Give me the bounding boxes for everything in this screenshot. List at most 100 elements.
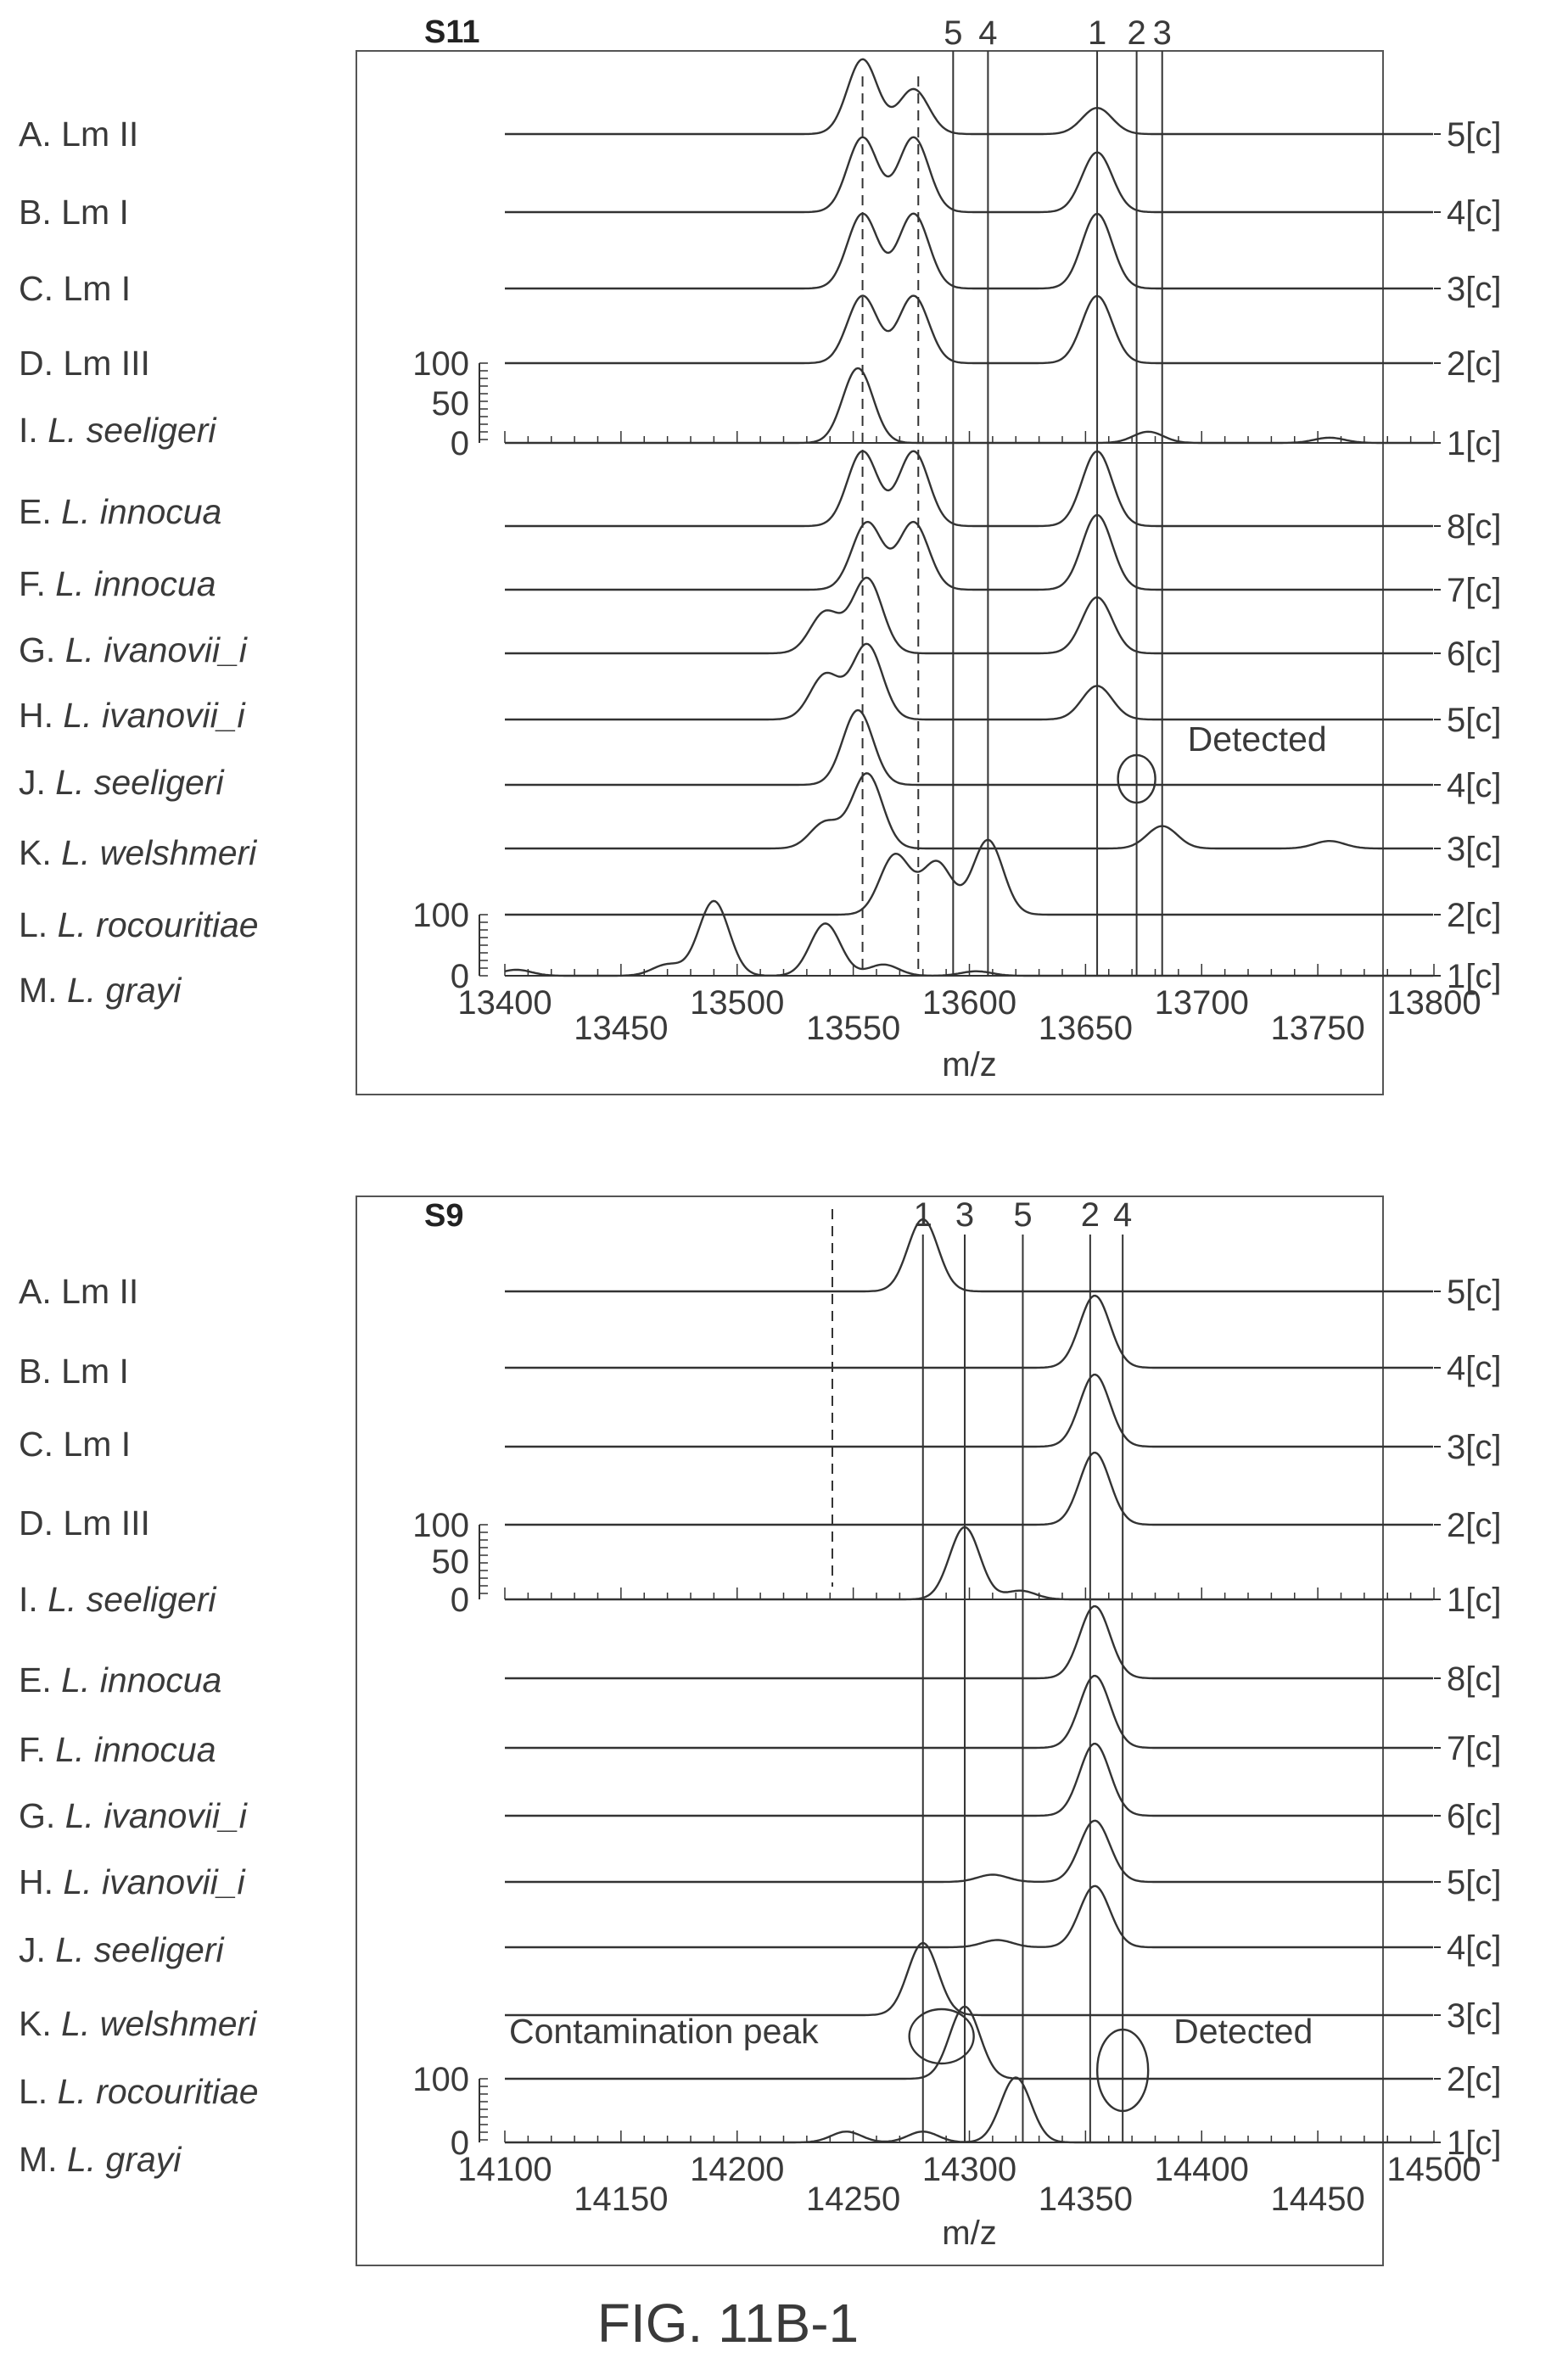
- row-label: L. L. rocouritiae: [19, 905, 259, 944]
- trace-label: 4[c]: [1447, 1350, 1501, 1387]
- row-label-name: L. innocua: [61, 1660, 221, 1699]
- row-label-name: Lm II: [61, 115, 138, 154]
- row-label-name: L. innocua: [55, 1730, 216, 1769]
- x-tick-label: 13550: [806, 1010, 900, 1047]
- trace-label: 2[c]: [1447, 897, 1501, 934]
- row-label-prefix: G.: [19, 630, 65, 669]
- row-label: G. L. ivanovii_i: [19, 1796, 249, 1835]
- trace-line: [505, 576, 1433, 655]
- trace-line: [505, 1884, 1433, 1949]
- annotation-label: Detected: [1173, 2012, 1313, 2051]
- y-tick-label: 50: [432, 1543, 470, 1581]
- row-label-prefix: M.: [19, 2140, 67, 2179]
- trace-label: 5[c]: [1447, 1274, 1501, 1311]
- trace-line: [505, 294, 1433, 365]
- row-label-prefix: D.: [19, 1503, 63, 1543]
- row-label-prefix: F.: [19, 1730, 55, 1769]
- x-tick-label: 14250: [806, 2181, 900, 2218]
- row-label-name: L. grayi: [67, 971, 182, 1010]
- row-label: J. L. seeligeri: [19, 1930, 225, 1969]
- x-tick-label: 13600: [922, 984, 1016, 1022]
- trace-label: 3[c]: [1447, 271, 1501, 308]
- annotation-circle: [908, 2007, 975, 2065]
- x-tick-label: 13650: [1039, 1010, 1133, 1047]
- trace-label: 1[c]: [1447, 425, 1501, 462]
- row-label-name: L. seeligeri: [48, 1580, 217, 1619]
- annotation-circle: [1095, 2028, 1150, 2113]
- row-label: A. Lm II: [19, 115, 138, 154]
- row-label-name: L. ivanovii_i: [63, 696, 246, 735]
- annotation-label: Contamination peak: [509, 2012, 819, 2051]
- marker-label: 5: [944, 14, 962, 52]
- x-axis-label: m/z: [942, 2215, 996, 2252]
- x-tick-label: 14200: [690, 2151, 784, 2188]
- trace-label: 2[c]: [1447, 345, 1501, 383]
- row-label: C. Lm I: [19, 1425, 131, 1464]
- row-label: D. Lm III: [19, 344, 150, 383]
- row-label-prefix: K.: [19, 2004, 61, 2043]
- x-tick-label: 13500: [690, 984, 784, 1022]
- trace-label: 4[c]: [1447, 194, 1501, 232]
- trace-label: 6[c]: [1447, 636, 1501, 673]
- y-tick-label: 100: [412, 345, 469, 383]
- row-label: I. L. seeligeri: [19, 411, 217, 450]
- trace-label: 8[c]: [1447, 1660, 1501, 1698]
- row-label: D. Lm III: [19, 1503, 150, 1543]
- trace-line: [505, 838, 1433, 916]
- trace-line: [505, 1373, 1433, 1448]
- row-label-prefix: J.: [19, 1930, 55, 1969]
- trace-label: 3[c]: [1447, 831, 1501, 868]
- marker-label: 2: [1127, 14, 1145, 52]
- row-label-prefix: E.: [19, 492, 61, 531]
- trace-line: [505, 1294, 1433, 1369]
- marker-label: 5: [1013, 1196, 1032, 1234]
- marker-label: 2: [1081, 1196, 1100, 1234]
- row-label-prefix: A.: [19, 1272, 61, 1311]
- x-tick-label: 14150: [574, 2181, 668, 2218]
- row-label-prefix: K.: [19, 833, 61, 872]
- row-label-name: L. welshmeri: [61, 833, 258, 872]
- trace-line: [505, 212, 1433, 290]
- x-axis-label: m/z: [942, 1046, 996, 1084]
- row-label-name: L. rocouritiae: [58, 2072, 259, 2111]
- marker-label: 4: [978, 14, 997, 52]
- row-label: A. Lm II: [19, 1272, 138, 1311]
- trace-label: 2[c]: [1447, 1507, 1501, 1544]
- row-label-prefix: F.: [19, 564, 55, 603]
- row-label: K. L. welshmeri: [19, 2004, 258, 2043]
- row-label-name: L. ivanovii_i: [63, 1862, 246, 1901]
- row-label: C. Lm I: [19, 269, 131, 308]
- trace-line: [505, 642, 1433, 721]
- x-tick-label: 14450: [1271, 2181, 1365, 2218]
- row-label: E. L. innocua: [19, 1660, 221, 1699]
- y-tick-label: 0: [451, 2125, 469, 2162]
- x-tick-label: 13750: [1271, 1010, 1365, 1047]
- panel-frame: [356, 1195, 1384, 2266]
- trace-line: [505, 708, 1433, 787]
- x-tick-label: 14100: [457, 2151, 552, 2188]
- y-tick-label: 50: [432, 385, 470, 423]
- row-label: M. L. grayi: [19, 2140, 182, 2179]
- row-label-prefix: H.: [19, 1862, 63, 1901]
- trace-label: 7[c]: [1447, 1730, 1501, 1767]
- trace-line: [505, 513, 1433, 591]
- trace-line: [505, 1742, 1433, 1817]
- trace-label: 7[c]: [1447, 572, 1501, 609]
- trace-label: 5[c]: [1447, 702, 1501, 739]
- row-label-name: Lm III: [63, 344, 150, 383]
- row-label-name: L. ivanovii_i: [65, 630, 249, 669]
- row-label-prefix: M.: [19, 971, 67, 1010]
- row-label-prefix: B.: [19, 193, 61, 232]
- row-label-name: L. rocouritiae: [58, 905, 259, 944]
- annotation-label: Detected: [1188, 720, 1327, 759]
- row-label-name: L. ivanovii_i: [65, 1796, 249, 1835]
- trace-line: [505, 772, 1433, 850]
- row-label: F. L. innocua: [19, 1730, 216, 1769]
- row-label: L. L. rocouritiae: [19, 2072, 259, 2111]
- y-tick-label: 100: [412, 1507, 469, 1544]
- trace-line: [505, 1218, 1433, 1293]
- marker-label: 1: [1088, 14, 1106, 52]
- row-label: J. L. seeligeri: [19, 763, 225, 802]
